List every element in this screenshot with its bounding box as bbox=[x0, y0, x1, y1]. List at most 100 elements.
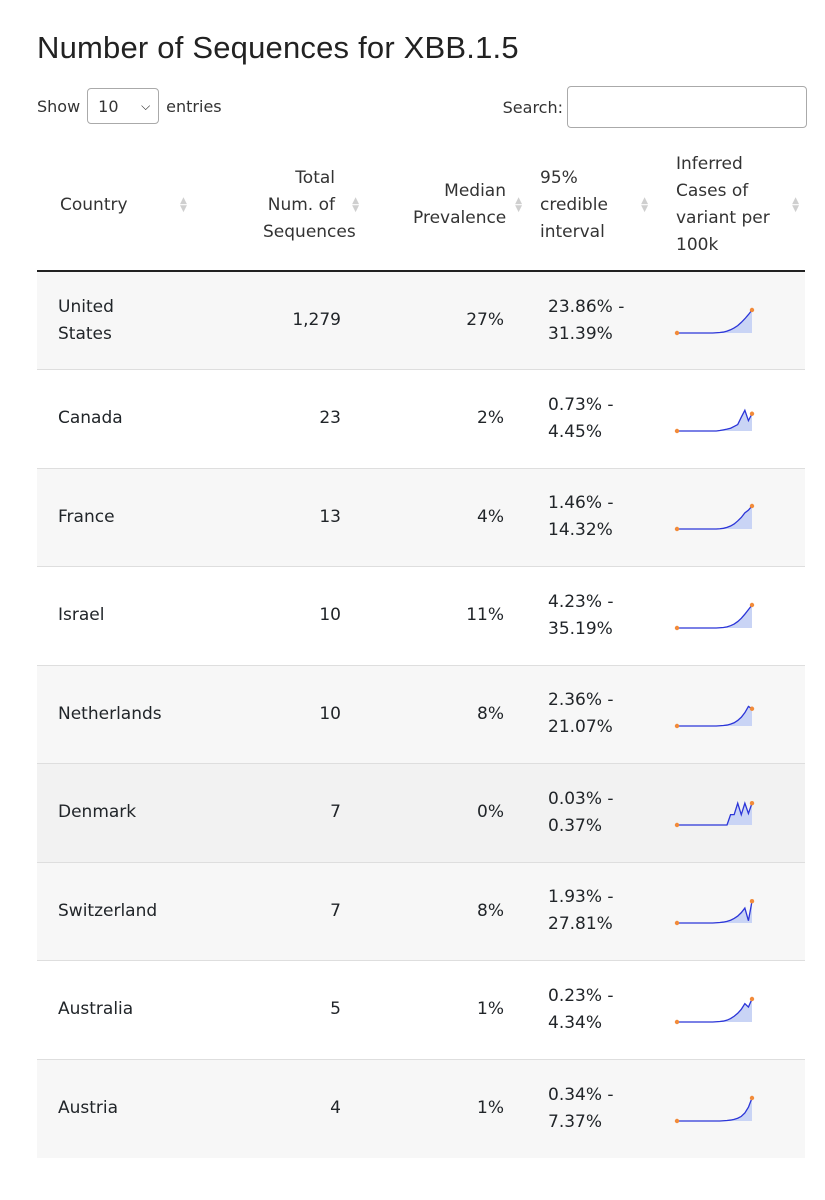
ci-low: 0.23% - bbox=[548, 985, 614, 1006]
sparkline-end-dot bbox=[749, 411, 755, 416]
total-cell: 7 bbox=[330, 900, 341, 921]
column-header-country[interactable]: Country ▲ ▼ bbox=[37, 140, 213, 272]
sort-icon: ▲ ▼ bbox=[641, 196, 648, 214]
country-cell: France bbox=[58, 506, 115, 527]
cases-cell bbox=[654, 271, 805, 370]
ci-high: 14.32% bbox=[548, 520, 613, 541]
sparkline-area bbox=[677, 1097, 752, 1121]
page-title: Number of Sequences for XBB.1.5 bbox=[37, 30, 519, 65]
cases-cell bbox=[654, 961, 805, 1060]
sparkline-line bbox=[677, 705, 753, 727]
sparkline-end-dot bbox=[749, 996, 755, 1001]
sparkline-start-dot bbox=[674, 527, 680, 532]
total-cell: 23 bbox=[319, 408, 341, 429]
ci-high: 21.07% bbox=[548, 717, 613, 738]
column-header-total[interactable]: Total Num. of Sequences ▲ ▼ bbox=[213, 140, 363, 272]
column-header-label: Total Num. of Sequences bbox=[263, 167, 356, 242]
sparkline-area bbox=[677, 706, 752, 727]
sparkline-end-dot bbox=[749, 602, 755, 607]
ci-cell: 23.86% - 31.39% bbox=[526, 271, 654, 370]
sparkline bbox=[674, 504, 755, 532]
sparkline-start-dot bbox=[674, 1019, 680, 1024]
sparkline-start-dot bbox=[674, 330, 680, 335]
sort-icon: ▲ ▼ bbox=[352, 196, 359, 214]
sparkline-start-dot bbox=[674, 428, 680, 433]
table-row: United States 1,279 27% 23.86% - 31.39% bbox=[37, 271, 805, 370]
cases-cell bbox=[654, 1059, 805, 1158]
sparkline bbox=[674, 705, 755, 729]
table-controls: Show 10 ⌵ entries Search: bbox=[37, 85, 807, 129]
ci-high: 0.37% bbox=[548, 815, 603, 836]
entries-label: entries bbox=[166, 96, 222, 116]
country-cell: Canada bbox=[58, 408, 123, 429]
sparkline bbox=[674, 408, 755, 433]
country-cell: Denmark bbox=[58, 802, 137, 823]
table-row: Austria 4 1% 0.34% - 7.37% bbox=[37, 1059, 805, 1158]
cases-cell bbox=[654, 370, 805, 469]
total-cell: 10 bbox=[319, 605, 341, 626]
sparkline-start-dot bbox=[674, 822, 680, 827]
column-header-label: Median Prevalence bbox=[413, 181, 507, 228]
column-header-median[interactable]: Median Prevalence ▲ ▼ bbox=[363, 140, 526, 272]
ci-cell: 2.36% - 21.07% bbox=[526, 665, 654, 764]
median-cell: 0% bbox=[477, 802, 504, 823]
country-cell: Israel bbox=[58, 605, 105, 626]
sparkline-start-dot bbox=[674, 921, 680, 926]
sparkline-area bbox=[677, 309, 752, 333]
ci-low: 23.86% - bbox=[548, 296, 625, 317]
table-row: Israel 10 11% 4.23% - 35.19% bbox=[37, 567, 805, 666]
sort-icon: ▲ ▼ bbox=[180, 196, 187, 214]
ci-cell: 0.73% - 4.45% bbox=[526, 370, 654, 469]
ci-high: 4.45% bbox=[548, 421, 603, 442]
sparkline-start-dot bbox=[674, 625, 680, 630]
show-label: Show bbox=[37, 96, 81, 116]
entries-length-control: Show 10 ⌵ entries bbox=[37, 85, 222, 127]
search-label: Search: bbox=[502, 97, 563, 117]
entries-select[interactable]: 10 ⌵ bbox=[87, 88, 160, 124]
sparkline bbox=[674, 899, 755, 926]
sparkline-end-dot bbox=[749, 706, 755, 712]
country-cell: Australia bbox=[58, 999, 134, 1020]
country-cell: Austria bbox=[58, 1098, 119, 1118]
total-cell: 13 bbox=[319, 506, 341, 527]
sparkline-area bbox=[677, 998, 752, 1022]
entries-select-value: 10 bbox=[98, 96, 119, 116]
median-cell: 1% bbox=[477, 1098, 504, 1118]
total-cell: 10 bbox=[319, 703, 341, 724]
total-cell: 4 bbox=[330, 1098, 341, 1118]
table-row: Canada 23 2% 0.73% - 4.45% bbox=[37, 370, 805, 469]
cases-cell bbox=[654, 567, 805, 666]
column-header-cases[interactable]: Inferred Cases of variant per 100k ▲ ▼ bbox=[654, 140, 805, 272]
country-cell: Netherlands bbox=[58, 703, 162, 724]
table-row: Denmark 7 0% 0.03% - 0.37% bbox=[37, 763, 805, 863]
sparkline-line bbox=[677, 604, 753, 629]
column-header-label: Inferred Cases of variant per 100k bbox=[676, 154, 770, 255]
ci-high: 31.39% bbox=[548, 323, 613, 344]
ci-cell: 0.03% - 0.37% bbox=[526, 764, 654, 863]
ci-cell: 0.23% - 4.34% bbox=[526, 961, 654, 1060]
sparkline-line bbox=[677, 309, 753, 334]
sparkline-end-dot bbox=[749, 504, 755, 509]
ci-cell: 1.46% - 14.32% bbox=[526, 468, 654, 567]
sparkline-line bbox=[677, 998, 753, 1023]
search-input[interactable] bbox=[567, 86, 807, 128]
chevron-down-icon: ⌵ bbox=[141, 98, 151, 113]
column-header-ci[interactable]: 95% credible interval ▲ ▼ bbox=[526, 140, 654, 272]
ci-cell: 1.93% - 27.81% bbox=[526, 862, 654, 961]
country-cell: Switzerland bbox=[58, 900, 158, 921]
table-row: Netherlands 10 8% 2.36% - 21.07% bbox=[37, 665, 805, 764]
ci-low: 0.03% - bbox=[548, 788, 614, 809]
sort-icon: ▲ ▼ bbox=[792, 196, 799, 214]
sparkline-end-dot bbox=[749, 800, 755, 806]
sparkline-end-dot bbox=[749, 307, 755, 312]
sparkline bbox=[674, 996, 755, 1024]
country-cell: United States bbox=[58, 296, 114, 344]
ci-cell: 0.34% - 7.37% bbox=[526, 1059, 654, 1158]
ci-high: 27.81% bbox=[548, 914, 613, 935]
median-cell: 11% bbox=[466, 605, 504, 626]
ci-high: 35.19% bbox=[548, 618, 613, 639]
cases-cell bbox=[654, 665, 805, 764]
sparkline-line bbox=[677, 800, 753, 826]
median-cell: 4% bbox=[477, 506, 504, 527]
sparkline-end-dot bbox=[749, 899, 755, 904]
